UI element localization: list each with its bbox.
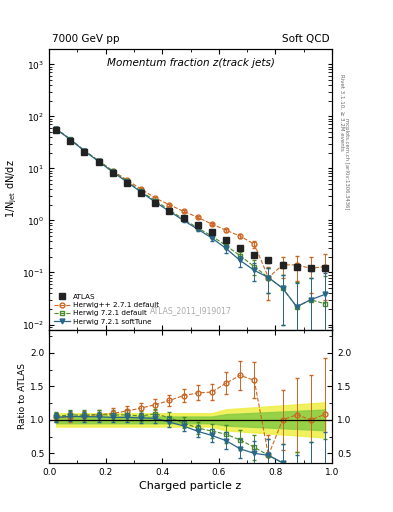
- Y-axis label: 1/N$_\mathrm{jet}$ dN/dz: 1/N$_\mathrm{jet}$ dN/dz: [5, 160, 19, 219]
- Text: ATLAS_2011_I919017: ATLAS_2011_I919017: [150, 307, 231, 315]
- Text: mcplots.cern.ch [arXiv:1306.3436]: mcplots.cern.ch [arXiv:1306.3436]: [344, 118, 349, 209]
- Text: 7000 GeV pp: 7000 GeV pp: [52, 34, 119, 45]
- Text: Momentum fraction z(track jets): Momentum fraction z(track jets): [107, 58, 275, 69]
- Text: Soft QCD: Soft QCD: [282, 34, 329, 45]
- Text: Rivet 3.1.10, ≥ 3.2M events: Rivet 3.1.10, ≥ 3.2M events: [339, 74, 344, 151]
- X-axis label: Charged particle z: Charged particle z: [140, 481, 242, 492]
- Y-axis label: Ratio to ATLAS: Ratio to ATLAS: [18, 364, 27, 430]
- Legend: ATLAS, Herwig++ 2.7.1 default, Herwig 7.2.1 default, Herwig 7.2.1 softTune: ATLAS, Herwig++ 2.7.1 default, Herwig 7.…: [53, 292, 160, 326]
